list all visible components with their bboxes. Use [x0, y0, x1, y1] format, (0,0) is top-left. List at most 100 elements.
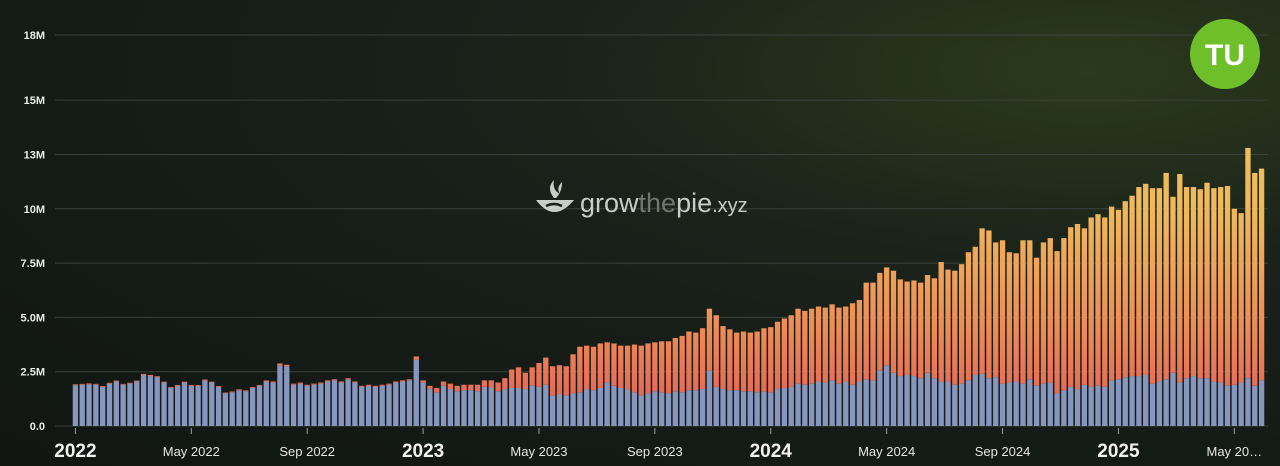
- bar-segment-upper: [1163, 172, 1169, 380]
- bar-segment-base: [79, 384, 85, 426]
- bar-segment-upper: [802, 310, 808, 385]
- bar-segment-base: [270, 382, 276, 426]
- bar-week-6: [113, 380, 119, 426]
- bar-week-65: [515, 367, 522, 426]
- bar-segment-base: [1156, 381, 1162, 426]
- bar-segment-base: [229, 392, 235, 426]
- bar-segment-upper: [720, 326, 726, 390]
- bar-week-78: [604, 342, 610, 426]
- bar-segment-upper: [79, 383, 85, 385]
- bar-segment-upper: [904, 281, 910, 375]
- y-tick-label: 5.0M: [21, 312, 45, 324]
- bar-week-23: [229, 391, 235, 426]
- bar-week-93: [706, 308, 713, 426]
- bar-week-118: [877, 272, 883, 426]
- bar-week-68: [536, 363, 542, 426]
- bar-segment-upper: [161, 381, 167, 383]
- bar-week-5: [106, 382, 113, 426]
- bar-week-57: [461, 384, 467, 426]
- y-tick-label: 15M: [24, 95, 45, 107]
- bar-week-56: [454, 385, 460, 426]
- bar-week-90: [686, 331, 692, 426]
- bar-segment-upper: [883, 267, 890, 366]
- tu-logo-text: TU: [1205, 39, 1245, 72]
- bar-week-151: [1102, 217, 1108, 426]
- bar-segment-base: [93, 384, 99, 426]
- bar-segment-upper: [1245, 147, 1251, 379]
- bar-week-13: [161, 381, 167, 426]
- bar-segment-base: [311, 384, 317, 426]
- bar-segment-upper: [529, 367, 535, 386]
- bar-week-8: [127, 382, 133, 426]
- bar-segment-upper: [815, 306, 822, 382]
- bar-segment-upper: [86, 383, 92, 385]
- bar-segment-upper: [611, 343, 617, 386]
- bar-segment-base: [918, 378, 924, 426]
- bar-segment-upper: [584, 345, 590, 390]
- bar-segment-base: [379, 385, 385, 426]
- bar-segment-base: [699, 389, 706, 426]
- bar-week-19: [202, 379, 208, 426]
- bar-segment-base: [945, 381, 951, 426]
- bar-week-150: [1095, 214, 1101, 426]
- bar-segment-upper: [1177, 174, 1183, 383]
- bar-segment-upper: [522, 372, 528, 390]
- bar-segment-base: [502, 389, 508, 426]
- bar-segment-base: [243, 391, 249, 426]
- bar-week-142: [1040, 242, 1047, 426]
- bar-week-140: [1027, 240, 1033, 426]
- bar-week-29: [270, 381, 276, 426]
- bar-week-106: [795, 308, 801, 426]
- bar-segment-upper: [1027, 240, 1033, 380]
- bar-week-168: [1218, 187, 1224, 426]
- bar-week-128: [945, 269, 951, 426]
- bar-week-112: [836, 307, 842, 426]
- bar-segment-upper: [781, 318, 788, 388]
- bar-week-105: [788, 315, 794, 426]
- bar-segment-base: [522, 389, 528, 426]
- bar-segment-base: [958, 383, 965, 426]
- bar-week-100: [754, 331, 760, 426]
- bar-segment-upper: [1081, 228, 1088, 385]
- bar-week-21: [215, 386, 222, 426]
- bar-segment-upper: [509, 369, 515, 388]
- bar-segment-upper: [188, 384, 194, 386]
- bar-segment-upper: [338, 381, 344, 383]
- x-tick-label: 2024: [750, 441, 793, 462]
- bar-segment-upper: [740, 331, 747, 392]
- bar-segment-base: [993, 377, 999, 426]
- bar-week-81: [624, 345, 631, 426]
- bar-segment-base: [372, 386, 379, 426]
- bar-segment-upper: [1108, 206, 1115, 381]
- watermark-grow: grow: [580, 188, 639, 218]
- bar-segment-base: [1013, 381, 1019, 426]
- bar-segment-base: [345, 379, 351, 426]
- bar-segment-upper: [1211, 188, 1217, 382]
- bar-segment-upper: [1102, 217, 1108, 387]
- bar-segment-base: [897, 376, 903, 426]
- bar-segment-upper: [488, 380, 494, 388]
- bar-segment-base: [1102, 386, 1108, 426]
- y-tick-label: 7.5M: [21, 258, 45, 270]
- bar-segment-base: [727, 390, 733, 426]
- svg-text:growthepie.xyz: growthepie.xyz: [580, 188, 748, 218]
- bar-segment-base: [488, 387, 494, 426]
- bar-week-2: [86, 383, 92, 426]
- bar-segment-base: [1258, 380, 1265, 426]
- bar-week-9: [134, 380, 140, 426]
- watermark-pie: pie: [676, 188, 712, 218]
- bar-segment-upper: [1088, 217, 1094, 387]
- bar-segment-base: [113, 381, 119, 426]
- bar-week-103: [774, 321, 781, 426]
- bar-week-51: [420, 380, 426, 426]
- bar-segment-base: [256, 385, 263, 426]
- bar-segment-upper: [406, 379, 413, 381]
- bar-week-130: [958, 264, 965, 426]
- bar-week-135: [993, 242, 999, 426]
- bar-week-67: [529, 367, 535, 426]
- bar-segment-upper: [699, 328, 706, 390]
- bar-week-75: [584, 345, 590, 426]
- bar-segment-upper: [175, 384, 181, 386]
- bar-segment-upper: [222, 392, 229, 394]
- bar-segment-base: [181, 382, 188, 426]
